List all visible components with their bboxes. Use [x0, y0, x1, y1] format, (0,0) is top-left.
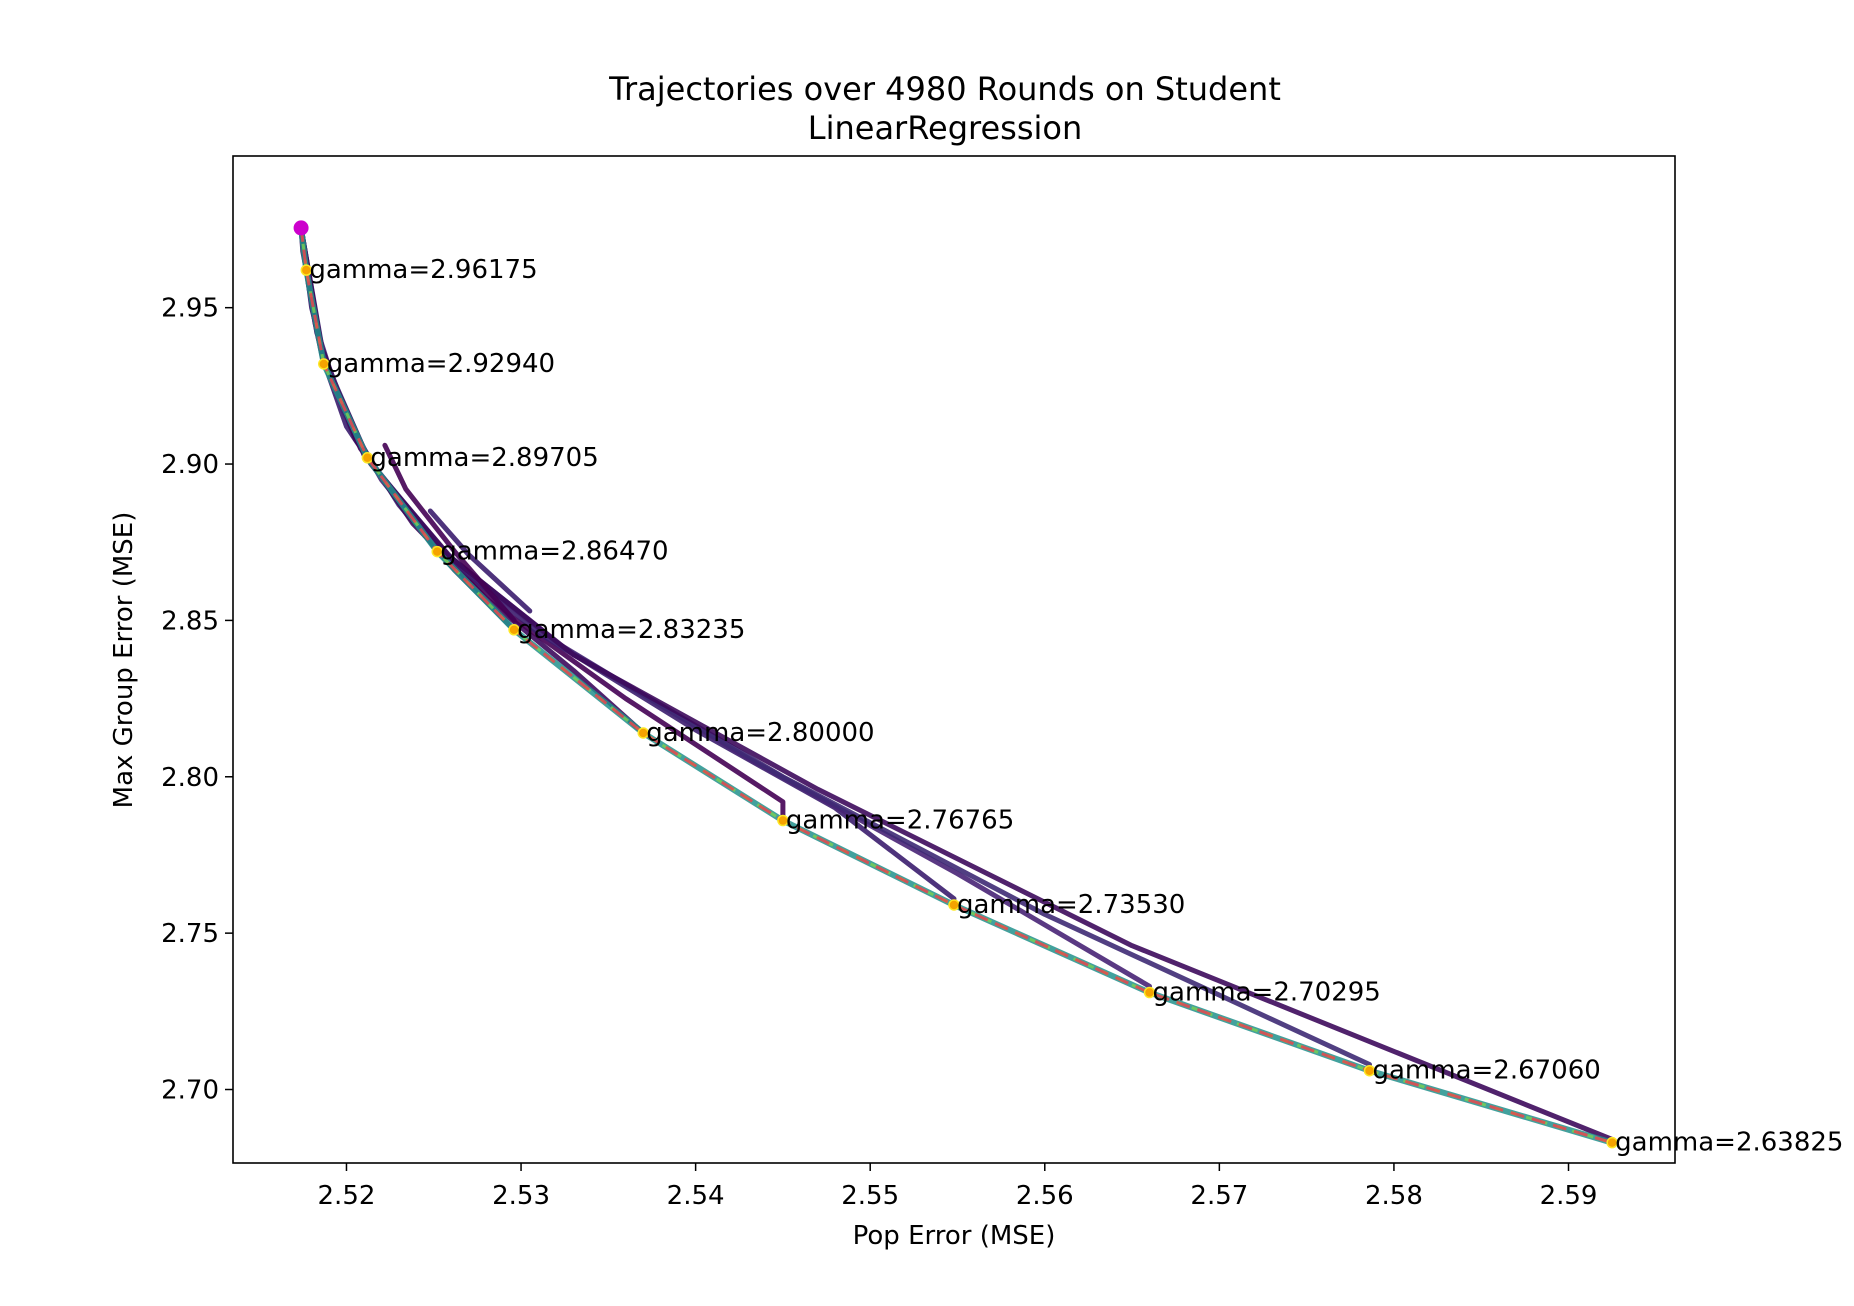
y-tick-label: 2.95 — [161, 294, 219, 324]
gamma-endpoint-marker — [508, 624, 520, 636]
gamma-label: gamma=2.80000 — [646, 718, 874, 748]
gamma-endpoint-marker — [1143, 986, 1156, 999]
gamma-label: gamma=2.63825 — [1615, 1128, 1843, 1158]
gamma-label: gamma=2.67060 — [1372, 1056, 1600, 1086]
gamma-label: gamma=2.70295 — [1153, 978, 1381, 1008]
gamma-endpoint-marker — [300, 264, 313, 276]
gamma-endpoint-marker — [637, 727, 650, 739]
start-point-marker — [293, 220, 309, 236]
chart-title-line-2: LinearRegression — [808, 109, 1082, 147]
trajectory-line — [427, 508, 533, 614]
x-axis: 2.52 2.53 2.54 2.55 2.56 2.57 2.58 2.59 — [318, 1163, 1598, 1211]
gamma-endpoint-marker — [948, 899, 960, 911]
y-tick-label: 2.75 — [161, 919, 219, 949]
gamma-label: gamma=2.76765 — [786, 806, 1014, 836]
gamma-endpoint-marker — [777, 814, 789, 827]
gamma-label: gamma=2.83235 — [517, 615, 745, 645]
y-axis: 2.70 2.75 2.80 2.85 2.90 2.95 — [161, 294, 233, 1106]
x-tick-label: 2.56 — [1016, 1181, 1074, 1211]
x-tick-label: 2.55 — [841, 1181, 899, 1211]
x-axis-label: Pop Error (MSE) — [853, 1221, 1056, 1251]
y-tick-label: 2.80 — [161, 763, 219, 793]
x-tick-label: 2.57 — [1190, 1181, 1248, 1211]
pareto-frontier-line — [299, 227, 1613, 1145]
gamma-endpoint-marker — [361, 452, 374, 464]
gamma-label: gamma=2.89705 — [370, 443, 598, 473]
gamma-endpoint-marker — [1363, 1064, 1376, 1077]
gamma-endpoint-marker — [318, 358, 330, 370]
x-tick-label: 2.52 — [318, 1181, 376, 1211]
gamma-label: gamma=2.86470 — [440, 537, 668, 567]
x-tick-label: 2.58 — [1365, 1181, 1423, 1211]
y-tick-label: 2.85 — [161, 606, 219, 636]
x-tick-label: 2.54 — [667, 1181, 725, 1211]
chart-title-line-1: Trajectories over 4980 Rounds on Student — [608, 70, 1281, 108]
gamma-endpoint-marker — [1606, 1136, 1618, 1149]
x-tick-label: 2.53 — [492, 1181, 550, 1211]
gamma-label: gamma=2.96175 — [309, 255, 537, 285]
y-tick-label: 2.70 — [161, 1076, 219, 1106]
plot-area: gamma=2.96175 gamma=2.92940 gamma=2.89705 g… — [293, 220, 1843, 1158]
x-tick-label: 2.59 — [1540, 1181, 1598, 1211]
gamma-endpoint-marker — [431, 545, 444, 558]
y-tick-label: 2.90 — [161, 450, 219, 480]
plot-frame — [232, 155, 1676, 1164]
trajectory-line — [382, 442, 517, 623]
gamma-label: gamma=2.73530 — [957, 890, 1185, 920]
y-axis-label: Max Group Error (MSE) — [109, 512, 139, 809]
gamma-label: gamma=2.92940 — [327, 349, 555, 379]
